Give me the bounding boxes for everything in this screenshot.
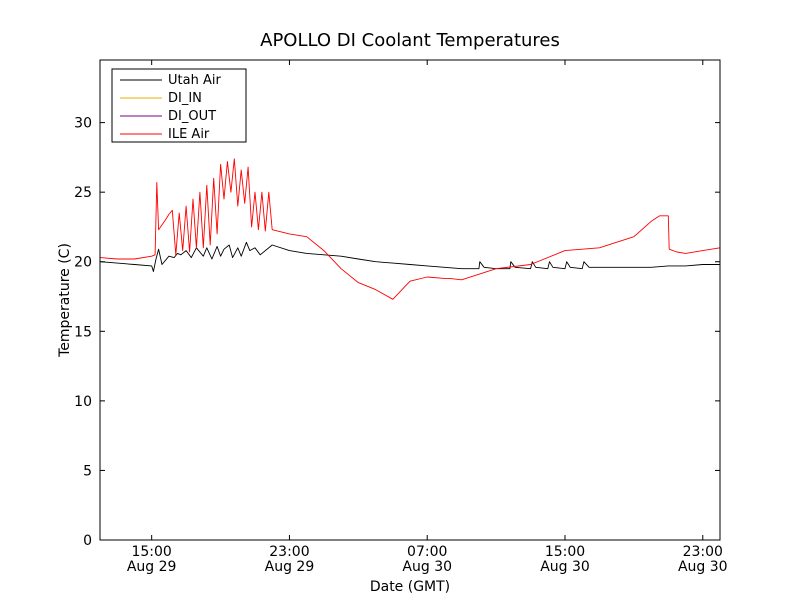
y-tick-label: 5 xyxy=(83,463,92,479)
x-tick-label-date: Aug 30 xyxy=(540,559,590,575)
legend-box xyxy=(111,68,247,143)
x-tick-label-time: 23:00 xyxy=(269,544,309,560)
legend: Utah Air DI_IN DI_OUT ILE Air xyxy=(111,68,247,143)
chart-title: APOLLO DI Coolant Temperatures xyxy=(260,30,560,51)
y-axis: 0 5 10 15 20 25 30 xyxy=(74,116,720,549)
x-tick-label-time: 15:00 xyxy=(545,544,585,560)
series-line-ile-air xyxy=(99,158,721,300)
x-tick-label-date: Aug 30 xyxy=(402,559,452,575)
legend-label: DI_OUT xyxy=(168,109,216,124)
y-tick-label: 15 xyxy=(74,324,92,340)
y-tick-label: 25 xyxy=(74,185,92,201)
x-tick-label-time: 07:00 xyxy=(407,544,447,560)
x-tick-label-date: Aug 30 xyxy=(678,559,728,575)
legend-label: Utah Air xyxy=(168,73,221,88)
y-axis-label: Temperature (C) xyxy=(57,243,73,358)
x-tick-label-time: 23:00 xyxy=(683,544,723,560)
legend-label: ILE Air xyxy=(168,127,210,142)
y-tick-label: 0 xyxy=(83,533,92,549)
plot-frame xyxy=(99,59,721,541)
series-layer xyxy=(99,158,721,300)
y-tick-label: 20 xyxy=(74,255,92,271)
x-tick-label-time: 15:00 xyxy=(131,544,171,560)
x-tick-label-date: Aug 29 xyxy=(127,559,177,575)
x-axis-label: Date (GMT) xyxy=(370,579,450,595)
x-tick-label-date: Aug 29 xyxy=(265,559,315,575)
legend-label: DI_IN xyxy=(168,91,202,106)
y-tick-label: 10 xyxy=(74,394,92,410)
series-line-utah-air xyxy=(99,241,720,272)
y-tick-label: 30 xyxy=(74,116,92,132)
